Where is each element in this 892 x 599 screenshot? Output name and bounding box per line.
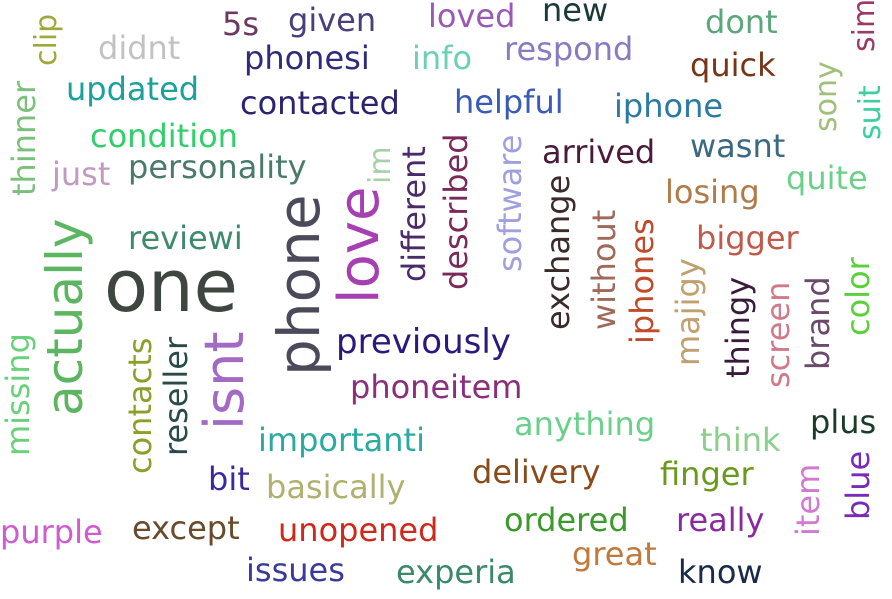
- word-bigger: bigger: [696, 219, 799, 257]
- word-plus: plus: [810, 403, 877, 441]
- word-brand: brand: [799, 276, 837, 370]
- word-suit: suit: [853, 85, 888, 140]
- word-im: im: [363, 146, 398, 184]
- word-condition: condition: [90, 117, 238, 155]
- word-info: info: [412, 39, 473, 77]
- word-sony: sony: [809, 61, 844, 132]
- word-purple: purple: [0, 513, 103, 551]
- word-finger: finger: [660, 455, 754, 493]
- word-different: different: [395, 146, 433, 282]
- word-sim: sim: [847, 0, 882, 52]
- word-reseller: reseller: [157, 336, 195, 456]
- word-think: think: [700, 421, 781, 459]
- word-5s: 5s: [222, 5, 260, 43]
- word-importanti: importanti: [258, 421, 425, 459]
- word-blue: blue: [839, 450, 877, 520]
- word-iphone: iphone: [614, 87, 724, 125]
- word-actually: actually: [36, 218, 94, 416]
- word-given: given: [288, 1, 377, 39]
- word-loved: loved: [428, 0, 516, 35]
- word-just: just: [52, 155, 111, 193]
- word-quick: quick: [690, 46, 776, 84]
- word-bit: bit: [208, 460, 250, 498]
- word-love: love: [327, 186, 392, 304]
- word-phonesi: phonesi: [244, 39, 370, 77]
- word-basically: basically: [266, 468, 406, 506]
- word-iphones: iphones: [623, 218, 661, 344]
- word-helpful: helpful: [454, 83, 564, 121]
- word-contacted: contacted: [240, 84, 400, 122]
- word-item: item: [789, 463, 827, 536]
- word-previously: previously: [336, 322, 511, 362]
- word-arrived: arrived: [542, 133, 656, 171]
- word-dont: dont: [705, 3, 778, 41]
- word-know: know: [678, 553, 763, 591]
- word-updated: updated: [66, 70, 200, 108]
- word-great: great: [572, 535, 657, 573]
- word-majigy: majigy: [669, 258, 707, 366]
- word-losing: losing: [665, 173, 760, 211]
- word-except: except: [132, 509, 240, 547]
- word-phoneitem: phoneitem: [350, 368, 523, 406]
- word-phone: phone: [265, 194, 333, 376]
- word-color: color: [839, 257, 877, 336]
- word-didnt: didnt: [98, 29, 181, 67]
- word-software: software: [491, 134, 529, 272]
- word-ordered: ordered: [504, 501, 629, 539]
- word-respond: respond: [504, 30, 634, 68]
- word-exchange: exchange: [539, 174, 577, 330]
- word-anything: anything: [514, 405, 656, 443]
- word-clip: clip: [29, 13, 64, 66]
- word-new: new: [542, 0, 609, 29]
- word-reviewi: reviewi: [128, 219, 243, 257]
- word-wasnt: wasnt: [690, 127, 786, 165]
- word-personality: personality: [128, 148, 307, 186]
- word-screen: screen: [759, 281, 797, 388]
- word-thingy: thingy: [719, 276, 757, 378]
- word-really: really: [676, 501, 765, 539]
- word-missing: missing: [0, 333, 37, 456]
- word-experia: experia: [396, 553, 516, 591]
- word-described: described: [437, 133, 475, 290]
- word-one: one: [104, 244, 238, 328]
- word-unopened: unopened: [278, 511, 439, 549]
- word-issues: issues: [246, 551, 345, 589]
- word-without: without: [585, 209, 623, 330]
- word-delivery: delivery: [472, 453, 601, 491]
- word-thinner: thinner: [5, 80, 43, 196]
- word-contacts: contacts: [121, 337, 159, 474]
- word-isnt: isnt: [193, 331, 256, 430]
- word-quite: quite: [786, 159, 868, 197]
